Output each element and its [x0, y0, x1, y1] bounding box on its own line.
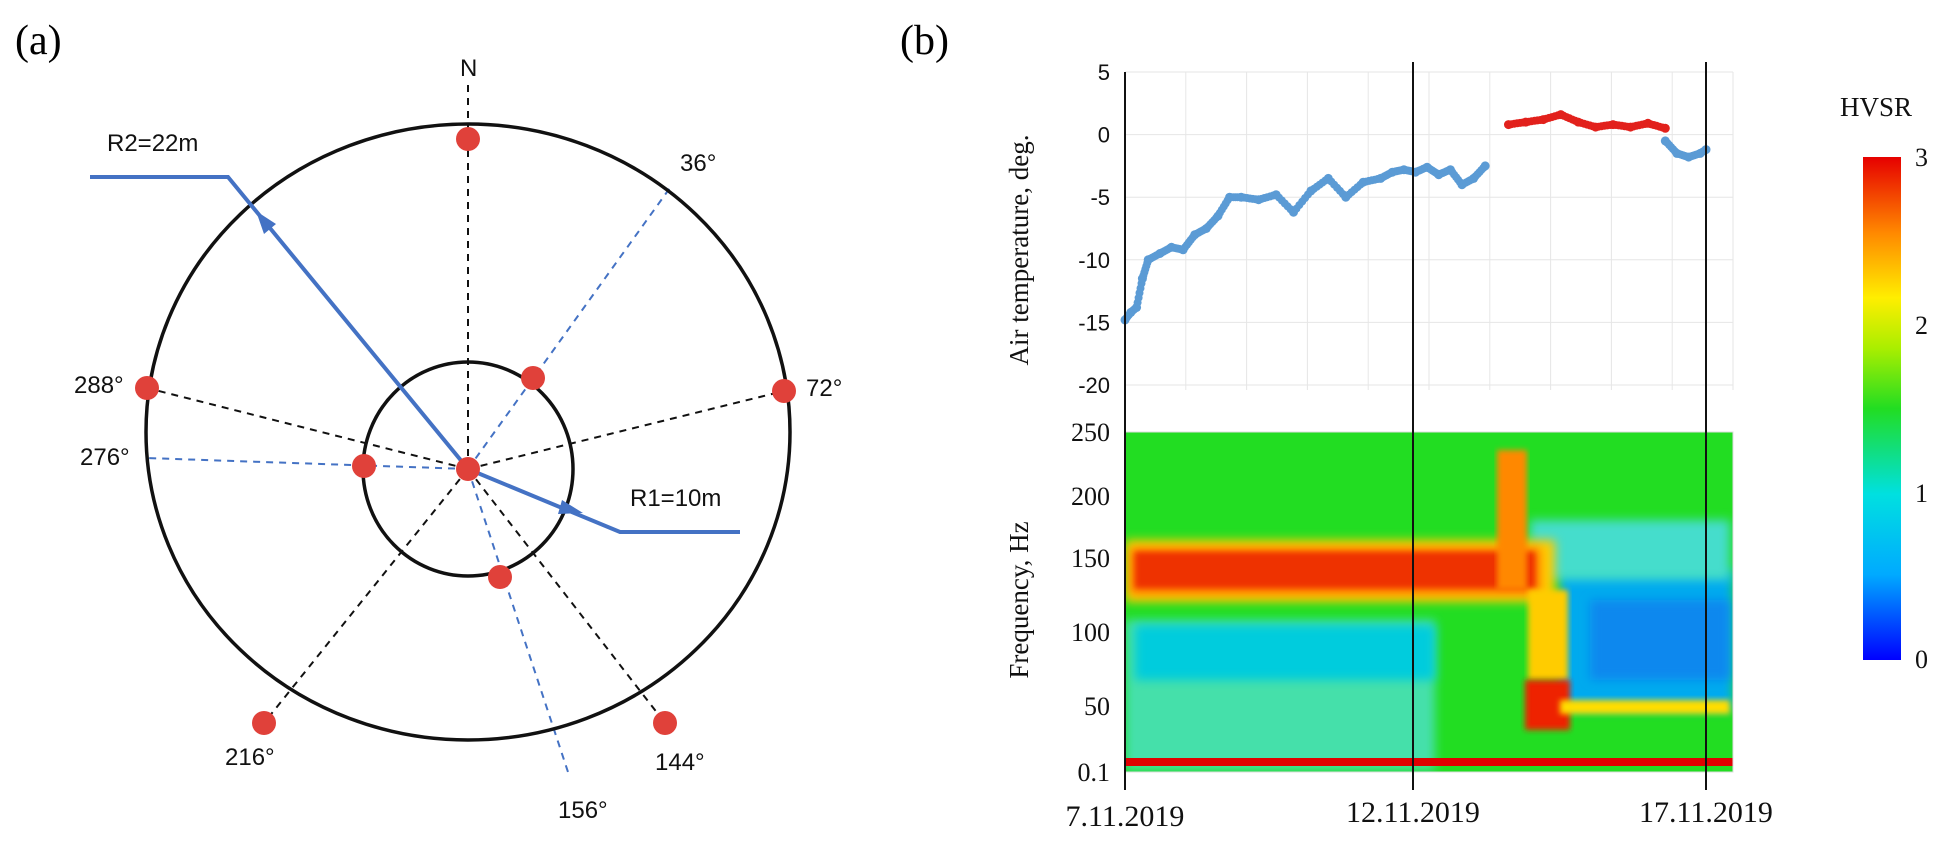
frequency-y-tick: 100	[1071, 618, 1110, 647]
sensor-center	[456, 457, 480, 481]
temperature-y-tick: -5	[1090, 185, 1110, 210]
r2-path	[90, 175, 470, 471]
x-tick-17: 17.11.2019	[1639, 796, 1773, 829]
outer-spokes	[146, 80, 785, 724]
panel-a-label: (a)	[15, 18, 62, 64]
temperature-point	[1660, 123, 1670, 133]
r2-arrowhead	[256, 211, 276, 234]
colorbar-tick-1: 1	[1915, 479, 1928, 508]
x-tick-12: 12.11.2019	[1346, 796, 1480, 829]
sensor-0	[456, 127, 480, 151]
sensor-288	[135, 376, 159, 400]
colorbar-label: HVSR	[1840, 92, 1912, 122]
heatmap-50hz-streak	[1560, 700, 1730, 714]
temperature-y-label: Air temperature, deg.	[1004, 135, 1034, 366]
frequency-y-tick: 150	[1071, 544, 1110, 573]
frequency-y-tick: 0.1	[1078, 758, 1111, 787]
angle-label-288: 288°	[74, 372, 124, 399]
r1-line	[467, 467, 740, 534]
panel-b-label: (b)	[900, 18, 949, 64]
r1-arrowhead	[558, 500, 583, 514]
panel-a: (a)	[15, 18, 842, 824]
outer-circle	[144, 122, 792, 742]
frequency-y-ticks: 250 200 150 100 50 0.1	[1071, 418, 1110, 787]
sensor-36	[521, 366, 545, 390]
angle-label-72: 72°	[806, 375, 842, 402]
temperature-y-tick: -15	[1078, 310, 1110, 335]
heatmap-region-deep-blue	[1590, 600, 1730, 680]
frequency-y-tick: 200	[1071, 482, 1110, 511]
temperature-y-tick: 0	[1098, 123, 1110, 148]
sensors	[135, 127, 796, 735]
colorbar-tick-0: 0	[1915, 645, 1928, 674]
temperature-grid	[1124, 71, 1734, 390]
spoke-72	[467, 390, 785, 470]
angle-label-36: 36°	[680, 150, 716, 177]
colorbar-tick-3: 3	[1915, 143, 1928, 172]
r2-label: R2=22m	[107, 130, 198, 157]
panel-b: (b) 50-5-10-15-20 Air temperature, deg.	[900, 18, 1928, 833]
north-label: N	[460, 55, 477, 82]
sensor-72	[772, 379, 796, 403]
spoke-216	[263, 468, 469, 724]
r1-label: R1=10m	[630, 485, 721, 512]
sensor-276	[352, 454, 376, 478]
angle-label-144: 144°	[655, 749, 705, 776]
temperature-points	[1120, 110, 1711, 325]
temperature-y-tick: 5	[1098, 60, 1110, 85]
heatmap-spike	[1497, 450, 1527, 590]
temperature-y-tick: -20	[1078, 373, 1110, 398]
inner-spokes	[145, 184, 673, 773]
frequency-y-tick: 50	[1084, 692, 1110, 721]
hvsr-heatmap	[1125, 432, 1733, 772]
spoke-156	[467, 468, 569, 773]
temperature-point	[1480, 161, 1490, 171]
spoke-276	[145, 457, 469, 470]
colorbar-tick-2: 2	[1915, 311, 1928, 340]
frequency-y-label: Frequency, Hz	[1004, 521, 1034, 678]
temperature-y-ticks: 5 0 -5 -10 -15 -20	[1078, 60, 1110, 398]
angle-label-156: 156°	[558, 797, 608, 824]
spoke-144	[467, 468, 666, 724]
sensor-156	[488, 565, 512, 589]
angle-label-276: 276°	[80, 444, 130, 471]
heatmap-base-line	[1125, 758, 1733, 766]
x-tick-7: 7.11.2019	[1066, 800, 1185, 833]
r1-path	[467, 467, 740, 534]
heatmap-region-100hz-left	[1135, 625, 1435, 680]
colorbar	[1863, 157, 1901, 660]
sensor-144	[653, 711, 677, 735]
angle-label-216: 216°	[225, 744, 275, 771]
frequency-y-tick: 250	[1071, 418, 1110, 447]
spoke-36	[467, 184, 673, 470]
sensor-216	[252, 711, 276, 735]
temperature-y-tick: -10	[1078, 248, 1110, 273]
heatmap-region-cyan-right	[1530, 520, 1730, 580]
spoke-288	[146, 387, 469, 470]
r2-line	[90, 175, 470, 471]
heatmap-band-red	[1135, 552, 1535, 588]
heatmap-tail	[1528, 590, 1568, 680]
